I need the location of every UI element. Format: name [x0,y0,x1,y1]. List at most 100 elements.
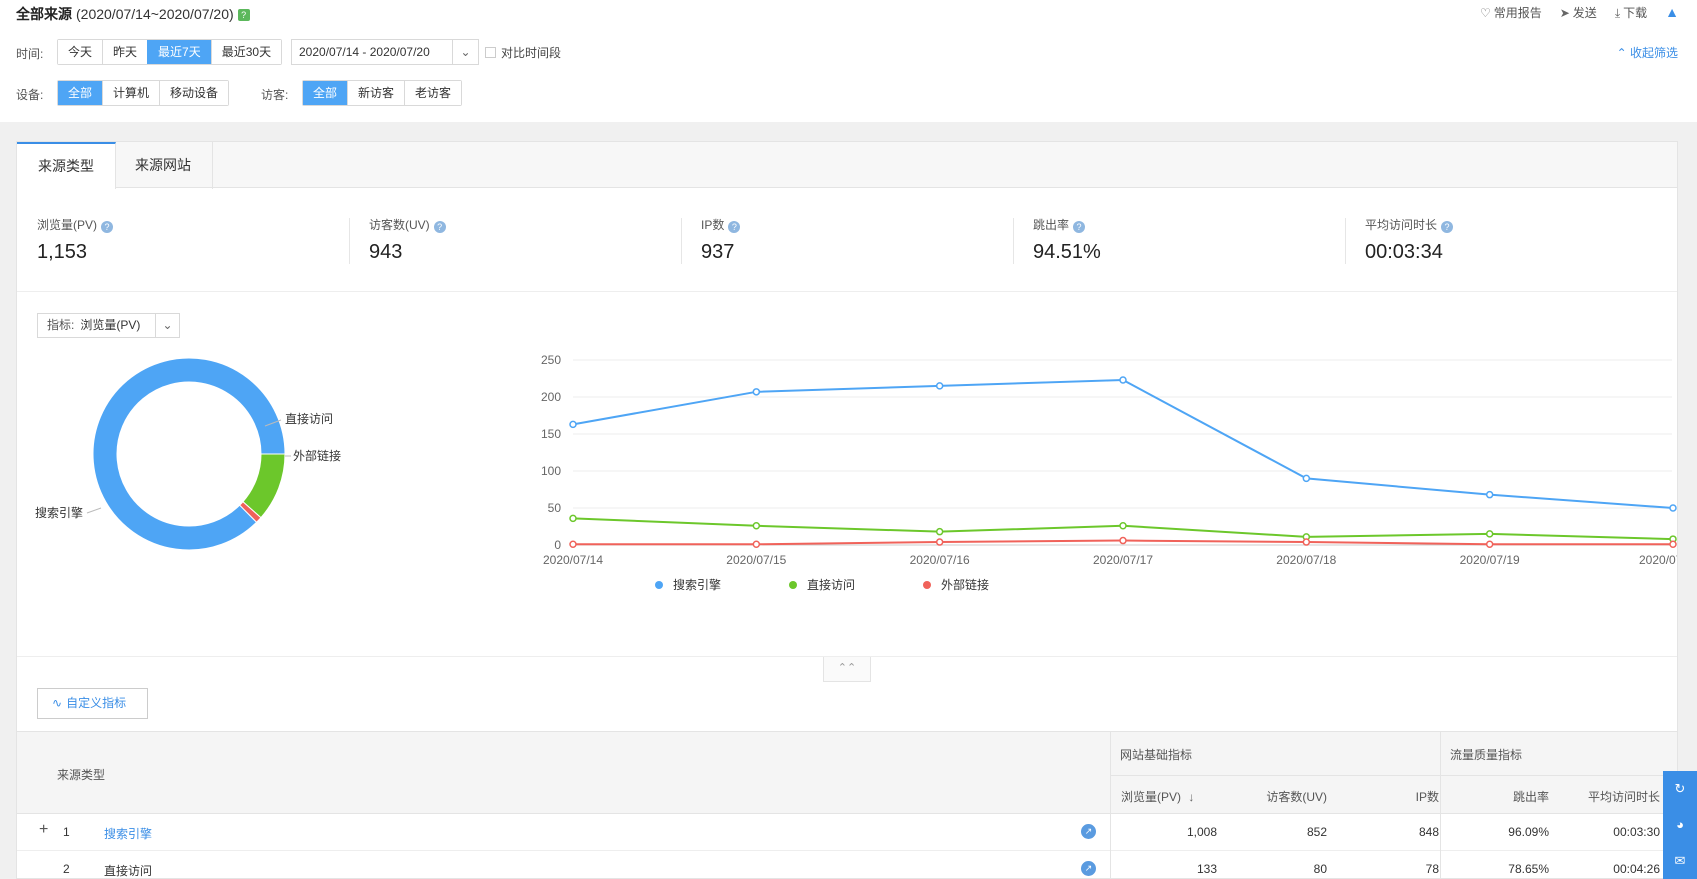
divider [1110,775,1677,776]
compass-icon[interactable]: ◕ [1676,817,1684,832]
cell-bounce: 78.65% [1508,862,1549,876]
compare-label: 对比时间段 [501,46,562,60]
data-point[interactable] [1669,504,1677,512]
data-point[interactable] [1485,530,1494,538]
download-button[interactable]: ⤓ 下载 [1615,4,1647,21]
chat-icon[interactable]: ✉ [1674,853,1686,868]
help-icon[interactable]: ? [101,221,114,233]
help-icon[interactable]: ? [1073,221,1086,233]
device-computer-button[interactable]: 计算机 [102,81,160,105]
compare-checkbox[interactable]: 对比时间段 [485,44,561,61]
data-point[interactable] [1119,376,1127,384]
data-point[interactable] [935,527,944,536]
download-icon: ⤓ [1614,6,1621,20]
divider [1110,814,1111,851]
visitor-new-button[interactable]: 新访客 [347,81,405,105]
cell-ip: 78 [1425,862,1439,876]
data-point[interactable] [1485,490,1494,499]
col-duration[interactable]: 平均访问时长 [1587,790,1660,804]
data-point[interactable] [935,382,944,390]
custom-metrics-button[interactable]: ∿ 自定义指标 [37,688,148,719]
metric-duration-value: 00:03:34 [1365,241,1443,263]
time-last30-button[interactable]: 最近30天 [210,40,282,64]
donut-slice[interactable] [92,357,286,551]
divider [1110,851,1111,879]
legend-label[interactable]: 外部链接 [941,577,989,592]
data-point[interactable] [752,540,761,549]
metric-uv: 访客数(UV)? 943 [369,216,689,264]
divider [17,656,1677,657]
donut-label-line [86,507,102,514]
checkbox-box[interactable] [485,47,496,58]
table-header: 来源类型 网站基础指标 流量质量指标 浏览量(PV) ↓ 访客数(UV) IP数… [17,731,1677,815]
data-point[interactable] [1669,540,1677,549]
pin-icon[interactable]: ▲ [1665,4,1679,20]
indicator-select[interactable]: 指标: 浏览量(PV) ⌄ [37,313,180,338]
send-label: 发送 [1572,6,1597,20]
help-icon[interactable]: ? [433,221,446,233]
data-point[interactable] [1485,540,1494,549]
time-today-button[interactable]: 今天 [58,40,103,64]
collapse-chart-button[interactable]: ⌃⌃ [823,657,871,682]
refresh-icon[interactable]: ↻ [1674,781,1686,796]
metric-uv-value: 943 [369,241,403,263]
legend-label[interactable]: 直接访问 [807,577,855,592]
row-source-link[interactable]: 搜索引擎 [104,827,153,841]
data-point[interactable] [569,420,577,429]
data-point[interactable] [1302,538,1311,546]
indicator-value: 浏览量(PV) [80,318,141,332]
cell-duration: 00:03:30 [1613,825,1660,839]
y-tick-label: 150 [541,427,561,441]
col-uv[interactable]: 访客数(UV) [1266,790,1327,804]
visitor-label: 访客: [261,88,289,102]
sort-down-icon[interactable]: ↓ [1188,790,1195,804]
help-icon[interactable]: ? [728,221,741,233]
date-range-picker[interactable]: 2020/07/14 - 2020/07/20 ⌄ [291,39,479,65]
data-point[interactable] [1302,474,1311,483]
chevron-down-icon[interactable]: ⌄ [155,314,179,337]
donut-label: 搜索引擎 [35,505,83,520]
group-basic-metrics: 网站基础指标 [1120,748,1193,762]
help-icon[interactable]: ? [1441,221,1454,233]
data-point[interactable] [752,522,761,530]
row-index: 1 [63,825,70,839]
trend-chart-icon[interactable]: ↗ [1081,861,1096,876]
divider [1440,814,1441,851]
send-icon: ➤ [1559,6,1570,20]
legend-marker [655,581,663,589]
donut-slice[interactable] [238,501,262,523]
expand-icon[interactable]: + [39,821,49,838]
time-yesterday-button[interactable]: 昨天 [102,40,148,64]
cell-uv: 852 [1306,825,1327,839]
favorite-report-button[interactable]: ♡ 常用报告 [1480,4,1542,21]
y-tick-label: 50 [548,501,562,515]
col-pv[interactable]: 浏览量(PV) ↓ [1121,788,1194,805]
data-point[interactable] [569,540,577,549]
device-mobile-button[interactable]: 移动设备 [159,81,229,105]
legend-label[interactable]: 搜索引擎 [673,577,721,592]
col-bounce[interactable]: 跳出率 [1512,790,1549,804]
cell-pv: 1,008 [1186,825,1217,839]
row-source-name: 直接访问 [104,864,153,878]
series-line [572,378,1674,509]
device-all-button[interactable]: 全部 [58,81,103,105]
time-last7-button[interactable]: 最近7天 [147,40,211,64]
collapse-filter-button[interactable]: ⌃ 收起筛选 [1617,44,1678,61]
tab-source-type[interactable]: 来源类型 [17,142,116,189]
filter-area: 全部来源 (2020/07/14~2020/07/20)? ♡ 常用报告 ➤ 发送 ⤓… [0,0,1697,122]
metric-pv-label: 浏览量(PV) [37,218,98,232]
data-point[interactable] [752,388,761,396]
send-button[interactable]: ➤ 发送 [1560,4,1597,21]
chevron-down-icon[interactable]: ⌄ [452,40,478,64]
data-point[interactable] [1119,522,1127,530]
data-point[interactable] [569,514,577,523]
trend-chart-icon[interactable]: ↗ [1081,824,1096,839]
data-point[interactable] [1119,536,1127,545]
visitor-returning-button[interactable]: 老访客 [404,81,462,105]
time-options: 今天 昨天 最近7天 最近30天 [57,39,283,65]
col-ip[interactable]: IP数 [1415,790,1439,804]
tab-source-site[interactable]: 来源网站 [114,142,213,189]
data-point[interactable] [935,538,944,546]
help-icon[interactable]: ? [237,9,250,21]
visitor-all-button[interactable]: 全部 [303,81,348,105]
